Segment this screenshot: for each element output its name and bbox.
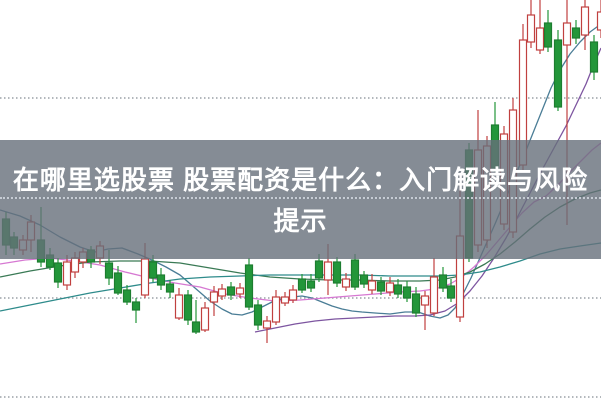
candle-down <box>297 278 307 291</box>
candle-up <box>385 282 395 293</box>
candle-down <box>156 274 166 286</box>
candle-up <box>580 6 590 36</box>
candle-down <box>376 281 386 292</box>
candle-down <box>543 22 553 48</box>
candle-down <box>411 293 421 314</box>
candle-up <box>562 22 572 46</box>
candle-up <box>174 294 184 319</box>
candle-up <box>140 258 150 296</box>
candle-up <box>70 257 80 273</box>
candle-down <box>122 289 132 303</box>
candle-down <box>332 261 342 284</box>
title-line-2: 提示 <box>273 206 328 236</box>
candle-down <box>53 262 63 283</box>
candle-down <box>306 280 316 289</box>
candle-up <box>235 287 245 295</box>
candle-down <box>148 261 158 279</box>
candle-down <box>359 274 369 285</box>
candle-down <box>131 301 141 311</box>
candle-up <box>262 320 272 329</box>
candle-down <box>226 286 236 296</box>
title-banner: 在哪里选股票 股票配资是什么：入门解读与风险 提示 <box>0 140 601 259</box>
candle-up <box>200 307 210 331</box>
candle-down <box>553 39 563 108</box>
candle-down <box>165 283 175 293</box>
candle-up <box>341 278 351 288</box>
candle-down <box>113 272 123 294</box>
candle-down <box>438 274 448 289</box>
candle-up <box>209 291 219 303</box>
candle-up <box>217 288 227 297</box>
candle-up <box>323 261 333 281</box>
candle-down <box>104 262 114 279</box>
ma-purple <box>254 47 601 333</box>
candle-up <box>280 296 290 304</box>
candle-down <box>314 260 324 279</box>
candle-down <box>393 284 403 295</box>
candle-down <box>253 304 263 326</box>
candle-down <box>183 294 193 321</box>
candle-up <box>62 261 72 286</box>
candle-up <box>526 14 536 43</box>
gridline-over-banner <box>0 197 601 199</box>
candle-down <box>571 27 581 39</box>
candle-down <box>446 285 456 299</box>
candle-up <box>367 280 377 291</box>
candle-down <box>191 321 201 333</box>
candle-up <box>271 296 281 323</box>
candle-up <box>420 295 430 306</box>
candle-down <box>350 259 360 288</box>
candle-down <box>244 264 254 308</box>
candle-down <box>402 286 412 299</box>
candle-up <box>535 27 545 51</box>
candle-up <box>288 289 298 301</box>
candle-up <box>596 11 601 31</box>
candle-down <box>589 41 599 73</box>
title-line-1: 在哪里选股票 股票配资是什么：入门解读与风险 <box>12 165 589 195</box>
candle-up <box>429 276 439 314</box>
